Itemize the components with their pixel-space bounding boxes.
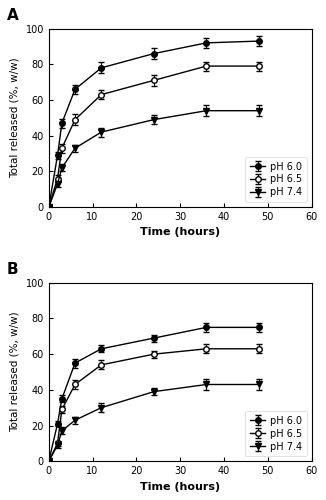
Y-axis label: Total released (%, w/w): Total released (%, w/w) <box>10 312 20 432</box>
X-axis label: Time (hours): Time (hours) <box>140 228 220 237</box>
Y-axis label: Total released (%, w/w): Total released (%, w/w) <box>10 58 20 178</box>
Legend: pH 6.0, pH 6.5, pH 7.4: pH 6.0, pH 6.5, pH 7.4 <box>245 156 307 202</box>
Text: A: A <box>7 8 19 23</box>
X-axis label: Time (hours): Time (hours) <box>140 482 220 492</box>
Text: B: B <box>7 262 18 278</box>
Legend: pH 6.0, pH 6.5, pH 7.4: pH 6.0, pH 6.5, pH 7.4 <box>245 411 307 457</box>
